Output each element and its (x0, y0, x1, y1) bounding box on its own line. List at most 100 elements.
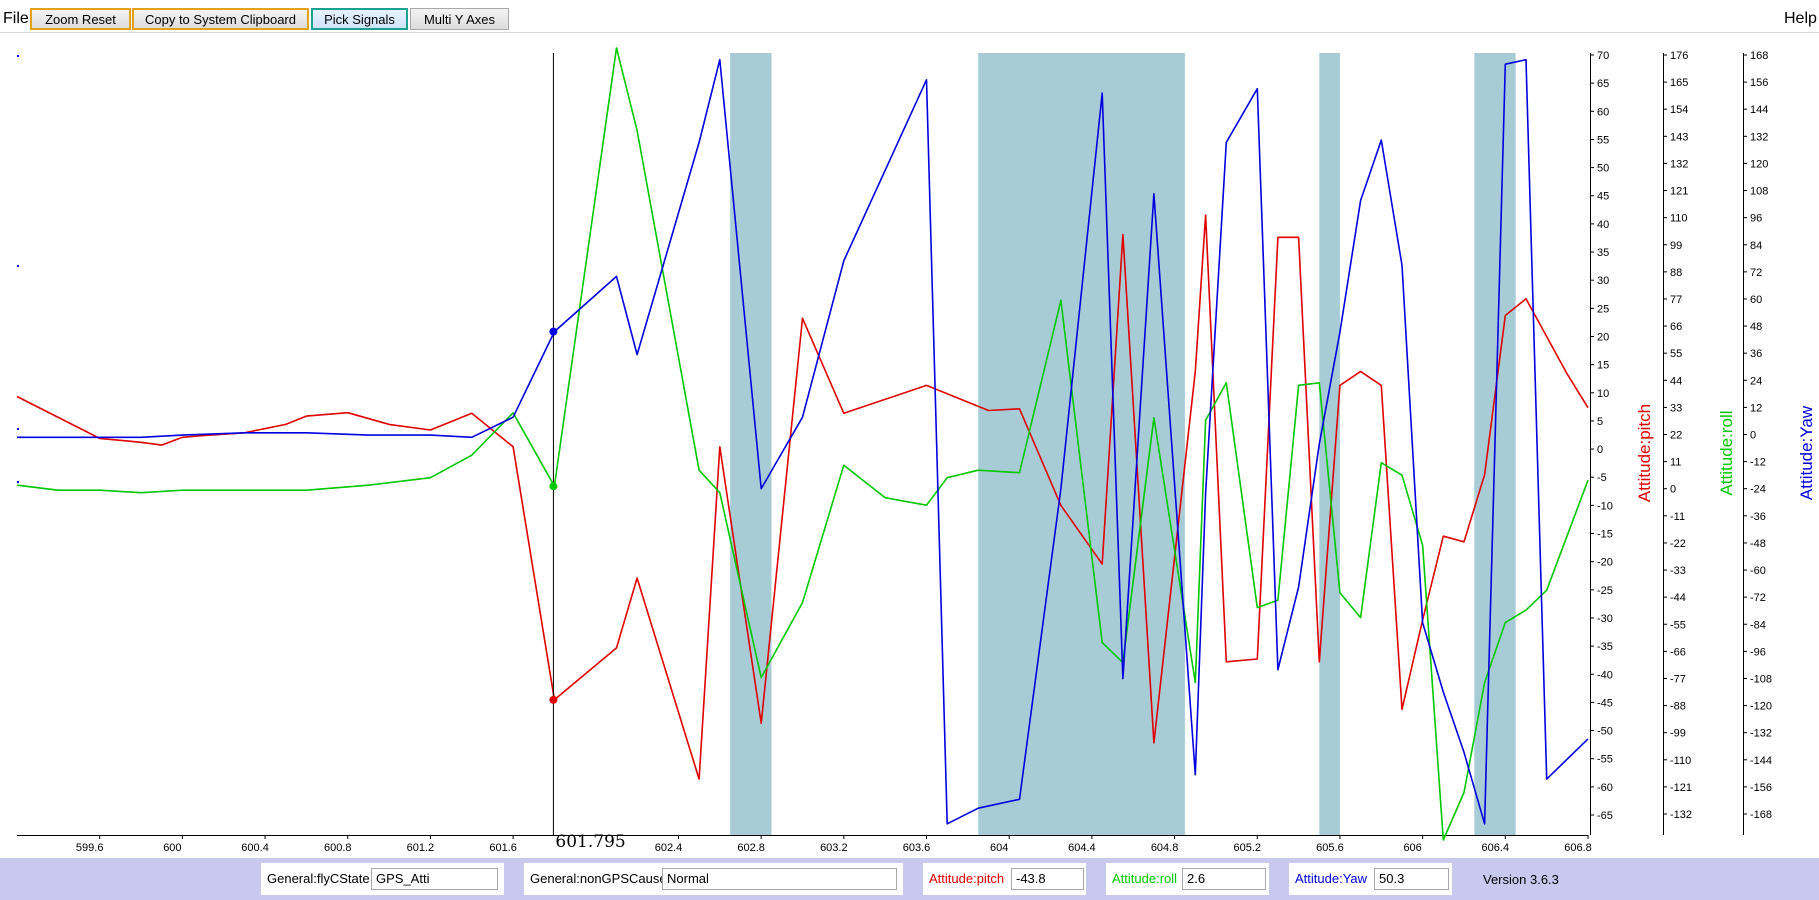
y-tick-label: -108 (1750, 673, 1772, 685)
series-lines (16, 47, 1589, 841)
pick-signals-button[interactable]: Pick Signals (311, 8, 408, 30)
status-field-yaw: Attitude:Yaw 50.3 (1289, 863, 1452, 895)
y-tick-label: 143 (1670, 131, 1688, 143)
status-label-nongpscause: General:nonGPSCause (530, 871, 667, 886)
x-tick-label: 604 (990, 842, 1008, 854)
roll-value-field[interactable]: 2.6 (1182, 868, 1266, 890)
left-edge-marker (17, 265, 19, 267)
y-tick-label: -84 (1750, 619, 1766, 631)
y-tick-label: -60 (1750, 565, 1766, 577)
zoom-reset-button[interactable]: Zoom Reset (30, 8, 131, 30)
highlight-band (978, 53, 1185, 835)
flycstate-value-field[interactable]: GPS_Atti (371, 868, 498, 890)
y-tick-label: 144 (1750, 104, 1768, 116)
y-axes: 7065605550454035302520151050-5-10-15-20-… (1590, 50, 1816, 835)
y-tick-label: 154 (1670, 104, 1688, 116)
y-tick-label: -33 (1670, 565, 1686, 577)
left-edge-marker (17, 428, 19, 430)
y-tick-label: 132 (1750, 131, 1768, 143)
y-tick-label: 165 (1670, 77, 1688, 89)
y-tick-label: 96 (1750, 213, 1762, 225)
series-line (17, 58, 1589, 825)
y-tick-label: 168 (1750, 50, 1768, 62)
y-tick-label: 88 (1670, 267, 1682, 279)
y-tick-label: -156 (1750, 782, 1772, 794)
y-tick-label: -88 (1670, 701, 1686, 713)
y-tick-label: 30 (1597, 275, 1609, 287)
x-tick-label: 606.4 (1482, 842, 1510, 854)
cursor-marker (549, 695, 558, 704)
y-tick-label: 40 (1597, 219, 1609, 231)
y-tick-label: 84 (1750, 240, 1762, 252)
y-tick-label: 0 (1750, 430, 1756, 442)
y-tick-label: -60 (1597, 782, 1613, 794)
y-tick-label: -132 (1670, 809, 1692, 821)
y-tick-label: -121 (1670, 782, 1692, 794)
y-tick-label: 72 (1750, 267, 1762, 279)
signal-chart[interactable]: 599.6 600 600.4 600.8 601.2 601.6 602.4 602.8 60… (0, 33, 1819, 858)
y-tick-label: -11 (1670, 511, 1685, 523)
y-tick-label: -22 (1670, 538, 1686, 550)
x-tick-label: 604.4 (1068, 842, 1096, 854)
y-tick-label: 48 (1750, 321, 1762, 333)
y-tick-label: 45 (1597, 191, 1609, 203)
y-tick-label: 5 (1597, 416, 1603, 428)
y-tick-label: 60 (1750, 294, 1762, 306)
x-tick-label: 600 (163, 842, 181, 854)
status-field-flycstate: General:flyCState GPS_Atti (261, 863, 504, 895)
x-tick-label: 601.6 (489, 842, 517, 854)
x-tick-label: 604.8 (1151, 842, 1179, 854)
nongpscause-value-field[interactable]: Normal (662, 868, 897, 890)
y-tick-label: -35 (1597, 641, 1613, 653)
help-menu[interactable]: Help (1784, 10, 1817, 27)
y-tick-label: -120 (1750, 701, 1772, 713)
highlight-bands (730, 53, 1516, 835)
y-tick-label: 132 (1670, 158, 1688, 170)
y-tick-label: 33 (1670, 402, 1682, 414)
status-label-yaw: Attitude:Yaw (1295, 871, 1368, 886)
x-tick-label: 605.6 (1316, 842, 1344, 854)
y-tick-label: -24 (1750, 484, 1766, 496)
multi-y-axes-button[interactable]: Multi Y Axes (410, 8, 509, 30)
y-tick-label: -55 (1670, 619, 1686, 631)
y-tick-label: 24 (1750, 375, 1762, 387)
y-tick-label: -10 (1597, 500, 1613, 512)
x-tick-label: 606 (1403, 842, 1421, 854)
y-tick-label: 0 (1670, 484, 1676, 496)
y-tick-label: 11 (1670, 457, 1681, 469)
yaw-value-field[interactable]: 50.3 (1374, 868, 1449, 890)
file-menu[interactable]: File (3, 10, 29, 27)
status-label-roll: Attitude:roll (1112, 871, 1178, 886)
series-line (16, 47, 1589, 841)
x-axis: 599.6 600 600.4 600.8 601.2 601.6 602.4 602.8 60… (17, 55, 1592, 854)
y-tick-label: 108 (1750, 186, 1768, 198)
y-tick-label: -96 (1750, 646, 1766, 658)
y-tick-label: 20 (1597, 331, 1609, 343)
y-tick-label: 55 (1597, 134, 1609, 146)
y-tick-label: 60 (1597, 106, 1609, 118)
y-tick-label: -132 (1750, 728, 1772, 740)
pitch-value-field[interactable]: -43.8 (1011, 868, 1084, 890)
y-tick-label: -5 (1597, 472, 1607, 484)
x-tick-label: 600.8 (324, 842, 352, 854)
y-tick-label: 50 (1597, 163, 1609, 175)
x-tick-label: 601.2 (407, 842, 435, 854)
y-tick-label: -30 (1597, 613, 1613, 625)
y-tick-label: 10 (1597, 388, 1609, 400)
y-tick-label: -77 (1670, 673, 1686, 685)
x-tick-label: 600.4 (241, 842, 269, 854)
status-label-pitch: Attitude:pitch (929, 871, 1005, 886)
y-tick-label: -25 (1597, 585, 1613, 597)
series-line (16, 214, 1589, 780)
y-tick-label: -40 (1597, 669, 1613, 681)
status-bar: General:flyCState GPS_Atti General:nonGP… (0, 858, 1819, 900)
y-axis-title: Attitude:pitch (1635, 404, 1654, 502)
cursor-marker (549, 482, 558, 491)
x-tick-label: 599.6 (76, 842, 104, 854)
copy-to-clipboard-button[interactable]: Copy to System Clipboard (132, 8, 309, 30)
y-tick-label: -65 (1597, 810, 1613, 822)
y-tick-label: 66 (1670, 321, 1682, 333)
y-tick-label: 15 (1597, 360, 1609, 372)
cursor-marker (549, 327, 558, 336)
y-tick-label: -45 (1597, 697, 1613, 709)
